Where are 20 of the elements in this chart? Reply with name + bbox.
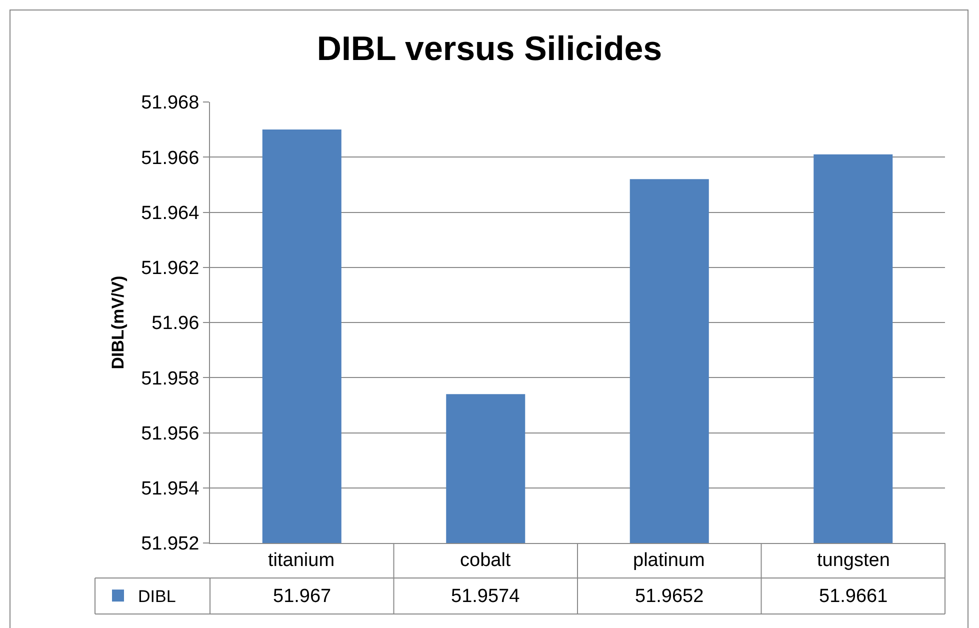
y-tick-label: 51.968 <box>141 92 200 114</box>
y-tick-label: 51.964 <box>141 202 200 224</box>
x-tick-label: cobalt <box>460 550 512 571</box>
x-tick-label: platinum <box>633 550 705 571</box>
data-label: 51.9574 <box>451 586 520 607</box>
y-tick-label: 51.966 <box>141 148 200 169</box>
chart-title: DIBL versus Silicides <box>316 30 662 68</box>
legend-label: DIBL <box>138 587 176 606</box>
y-tick-label: 51.952 <box>141 534 200 555</box>
data-label: 51.967 <box>273 586 332 607</box>
y-tick-label: 51.954 <box>141 478 200 500</box>
data-label: 51.9652 <box>635 586 704 607</box>
y-axis-title: DIBL(mV/V) <box>108 276 128 370</box>
x-tick-label: titanium <box>268 550 335 571</box>
y-tick-label: 51.96 <box>152 313 200 334</box>
y-tick-label: 51.962 <box>141 258 200 280</box>
x-tick-label: tungsten <box>817 550 890 571</box>
data-label: 51.9661 <box>819 586 888 607</box>
y-tick-label: 51.956 <box>141 423 200 444</box>
y-tick-label: 51.958 <box>141 368 200 390</box>
